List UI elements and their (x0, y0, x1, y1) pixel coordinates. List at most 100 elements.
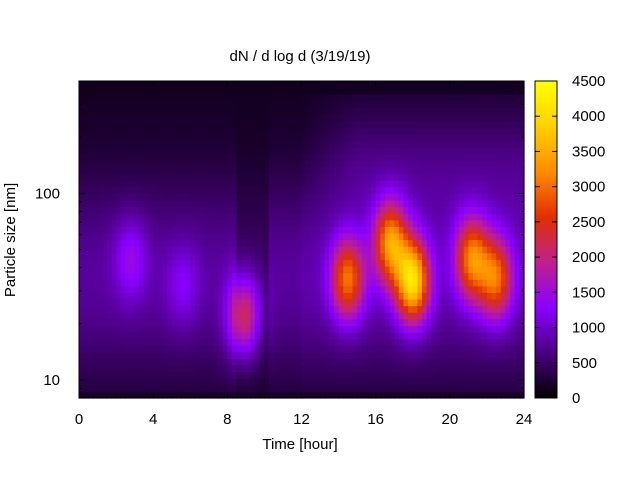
heatmap-cell (143, 199, 150, 208)
heatmap-cell (222, 318, 228, 326)
heatmap-cell (431, 305, 437, 313)
heatmap-cell (422, 239, 428, 247)
heatmap-cell (296, 325, 303, 333)
heatmap-cell (435, 140, 442, 148)
heatmap-cell (139, 364, 145, 373)
heatmap-cell (148, 325, 154, 333)
heatmap-cell (431, 193, 437, 201)
x-axis: 0 4 8 12 16 20 24 (75, 81, 532, 428)
heatmap-cell (162, 272, 168, 280)
heatmap-cell (273, 318, 279, 326)
heatmap-cell (482, 384, 488, 392)
heatmap-cell (398, 180, 405, 188)
heatmap-cell (236, 338, 242, 346)
heatmap-cell (347, 358, 354, 366)
heatmap-cell (213, 358, 219, 366)
heatmap-cell (176, 213, 182, 221)
heatmap-cell (129, 186, 136, 194)
heatmap-cell (190, 384, 196, 392)
heatmap-cell (491, 114, 497, 122)
heatmap-cell (403, 199, 409, 208)
heatmap-cell (153, 186, 159, 194)
heatmap-cell (227, 120, 233, 128)
heatmap-cell (426, 325, 432, 333)
heatmap-cell (333, 331, 340, 340)
heatmap-cell (468, 246, 474, 254)
heatmap-cell (426, 384, 432, 392)
heatmap-cell (357, 345, 363, 353)
heatmap-cell (301, 100, 307, 109)
heatmap-cell (361, 120, 367, 128)
heatmap-cell (473, 213, 479, 221)
heatmap-cell (449, 87, 456, 95)
heatmap-cell (338, 186, 344, 194)
x-tick-label: 12 (293, 411, 310, 428)
heatmap-cell (412, 239, 418, 247)
heatmap-cell (519, 265, 525, 274)
heatmap-cell (459, 173, 465, 181)
heatmap-cell (352, 345, 358, 353)
heatmap-cell (482, 153, 488, 161)
heatmap-cell (245, 193, 252, 201)
heatmap-cell (264, 331, 270, 340)
heatmap-cell (180, 259, 187, 267)
heatmap-cell (282, 246, 289, 254)
heatmap-cell (510, 127, 516, 135)
heatmap-cell (245, 252, 252, 260)
heatmap-cell (134, 384, 140, 392)
heatmap-cell (449, 199, 456, 208)
heatmap-cell (190, 140, 196, 148)
heatmap-cell (190, 391, 196, 399)
heatmap-cell (329, 232, 335, 241)
heatmap-cell (431, 186, 437, 194)
heatmap-cell (459, 285, 465, 293)
heatmap-cell (204, 140, 210, 148)
heatmap-cell (408, 384, 414, 392)
heatmap-cell (269, 298, 275, 307)
heatmap-cell (97, 331, 103, 340)
heatmap-cell (222, 325, 228, 333)
heatmap-cell (176, 331, 182, 340)
heatmap-cell (83, 166, 89, 175)
heatmap-cell (194, 371, 201, 379)
heatmap-cell (384, 226, 391, 234)
heatmap-cell (120, 338, 126, 346)
heatmap-cell (199, 193, 205, 201)
heatmap-cell (296, 312, 303, 320)
heatmap-cell (486, 298, 493, 307)
heatmap-cell (333, 384, 340, 392)
heatmap-cell (347, 252, 354, 260)
heatmap-cell (292, 338, 298, 346)
heatmap-cell (231, 259, 238, 267)
heatmap-cell (352, 120, 358, 128)
heatmap-cell (380, 133, 386, 142)
heatmap-cell (208, 391, 215, 399)
heatmap-cell (394, 213, 400, 221)
heatmap-cell (213, 351, 219, 359)
heatmap-cell (473, 239, 479, 247)
heatmap-cell (97, 206, 103, 214)
heatmap-cell (347, 94, 354, 102)
heatmap-cell (227, 232, 233, 241)
heatmap-cell (384, 272, 391, 280)
heatmap-cell (375, 252, 381, 260)
heatmap-cell (250, 219, 256, 227)
heatmap-cell (445, 153, 451, 161)
heatmap-cell (412, 292, 418, 300)
heatmap-cell (380, 279, 386, 287)
heatmap-cell (486, 166, 493, 175)
heatmap-cell (162, 259, 168, 267)
heatmap-cell (477, 279, 483, 287)
heatmap-cell (287, 371, 293, 379)
heatmap-cell (357, 140, 363, 148)
heatmap-cell (269, 325, 275, 333)
heatmap-cell (241, 206, 247, 214)
heatmap-cell (333, 391, 340, 399)
heatmap-cell (329, 272, 335, 280)
heatmap-cell (422, 305, 428, 313)
heatmap-cell (445, 325, 451, 333)
heatmap-cell (473, 325, 479, 333)
heatmap-cell (468, 94, 474, 102)
heatmap-cell (185, 166, 191, 175)
heatmap-cell (463, 239, 469, 247)
